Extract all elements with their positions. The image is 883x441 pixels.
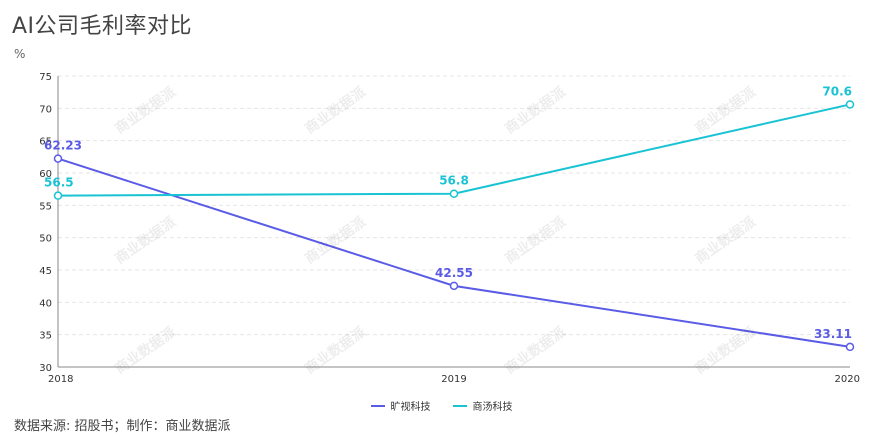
legend-swatch <box>370 404 385 407</box>
grid-lines <box>58 75 850 336</box>
data-source: 数据来源: 招股书；制作：商业数据派 <box>14 419 231 434</box>
legend: 旷视科技 商汤科技 <box>0 398 883 413</box>
data-point <box>53 191 63 200</box>
data-point <box>845 342 855 352</box>
data-label: 62.23 <box>44 139 82 153</box>
y-tick-label: 75 <box>39 72 52 83</box>
y-tick-label: 50 <box>39 234 52 245</box>
legend-swatch <box>452 404 467 407</box>
x-tick-label: 2020 <box>835 374 860 385</box>
y-tick-label: 70 <box>39 104 52 115</box>
data-point <box>53 154 63 163</box>
y-tick-label: 40 <box>39 298 52 309</box>
x-tick-label: 2019 <box>441 374 466 385</box>
y-tick-label: 60 <box>39 169 52 180</box>
series-layer <box>53 100 855 352</box>
legend-item[interactable]: 商汤科技 <box>452 398 513 413</box>
data-labels: 62.23 42.55 33.11 56.5 56.8 70.6 <box>44 84 852 340</box>
legend-item[interactable]: 旷视科技 <box>370 398 431 413</box>
x-tick-label: 2018 <box>48 374 73 385</box>
data-label: 33.11 <box>814 327 852 341</box>
legend-label: 商汤科技 <box>472 402 513 413</box>
y-tick-label: 45 <box>39 266 52 277</box>
y-tick-label: 55 <box>39 201 52 212</box>
y-tick-label: 65 <box>39 137 52 148</box>
chart-title: AI公司毛利率对比 <box>12 14 193 39</box>
legend-label: 旷视科技 <box>390 402 431 413</box>
data-point <box>845 100 855 109</box>
y-tick-label: 30 <box>39 363 52 374</box>
data-label: 70.6 <box>822 84 852 98</box>
data-point <box>449 281 459 291</box>
y-tick-label: 35 <box>39 331 52 342</box>
data-label: 56.8 <box>439 174 469 188</box>
data-label: 56.5 <box>44 176 74 190</box>
y-axis-unit: % <box>14 47 26 61</box>
data-point <box>449 189 459 198</box>
line-chart: 30 35 40 45 50 55 60 65 70 75 2018 2019 2020 62.23 42… <box>39 72 860 385</box>
axes: 30 35 40 45 50 55 60 65 70 75 2018 2019 2020 <box>39 72 860 385</box>
data-label: 42.55 <box>435 266 473 280</box>
